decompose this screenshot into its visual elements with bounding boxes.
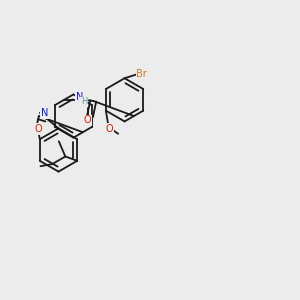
Text: N: N — [76, 92, 83, 102]
Text: O: O — [84, 115, 91, 125]
Text: H: H — [81, 98, 87, 106]
Text: O: O — [106, 124, 113, 134]
Text: O: O — [35, 124, 42, 134]
Text: Br: Br — [136, 69, 147, 79]
Text: N: N — [41, 108, 49, 118]
